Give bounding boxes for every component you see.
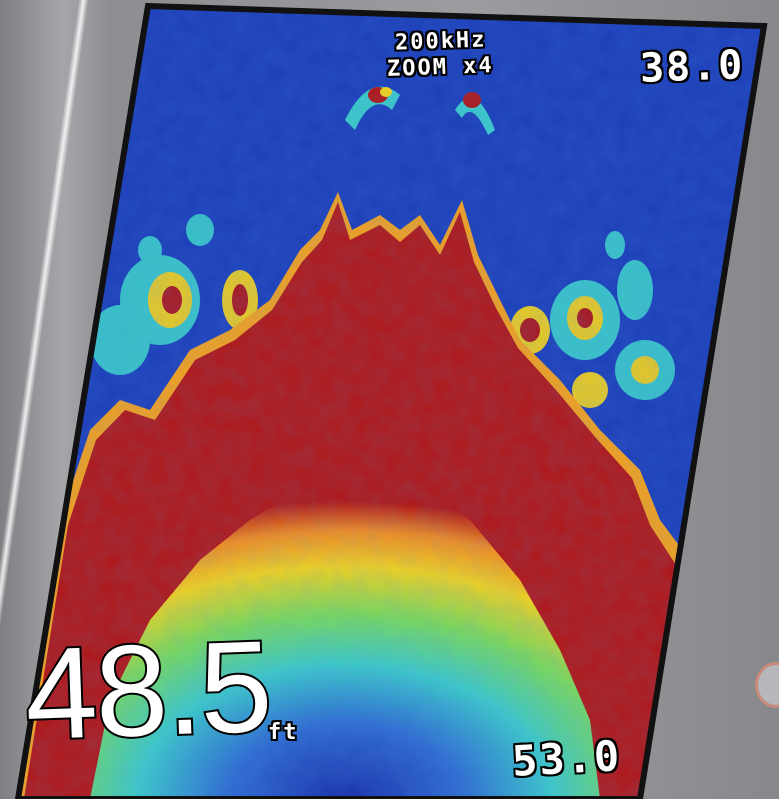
- frequency-label: 200kHz: [394, 27, 487, 56]
- range-top-label: 38.0: [639, 42, 746, 92]
- zoom-label: ZOOM x4: [386, 53, 495, 82]
- range-bottom-label: 53.0: [510, 731, 623, 786]
- depth-unit-label: ft: [268, 720, 299, 745]
- depth-readout: 48.5: [21, 611, 275, 769]
